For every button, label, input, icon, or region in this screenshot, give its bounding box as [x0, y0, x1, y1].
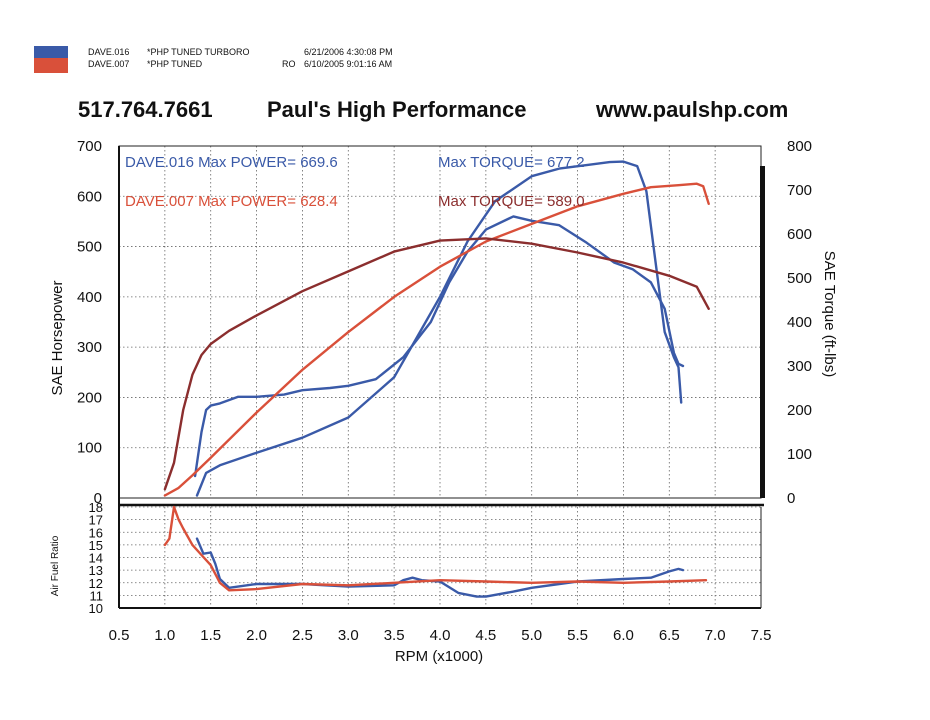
- y-tick-label-left: 200: [77, 389, 102, 406]
- x-tick-label: 3.0: [338, 627, 359, 644]
- x-tick-label: 1.5: [200, 627, 221, 644]
- x-tick-label: 6.0: [613, 627, 634, 644]
- svg-text:RO: RO: [282, 59, 296, 69]
- afr-tick-label: 17: [89, 513, 103, 528]
- dave016-torque-line: [193, 215, 685, 478]
- header-company: Paul's High Performance: [267, 97, 527, 122]
- afr-tick-label: 14: [89, 551, 103, 566]
- y-tick-label-right: 500: [787, 270, 812, 287]
- y-tick-label-left: 700: [77, 138, 102, 155]
- legend-desc-1: *PHP TUNED TURBORO: [147, 47, 250, 57]
- y-tick-label-left: 300: [77, 339, 102, 356]
- afr-tick-label: 10: [89, 601, 103, 616]
- x-tick-label: 7.5: [751, 627, 772, 644]
- afr-tick-label: 15: [89, 538, 103, 553]
- y-axis-title-right: SAE Torque (ft-lbs): [821, 251, 838, 377]
- annotation-dave007-torque: Max TORQUE= 589.0: [438, 193, 585, 210]
- afr-tick-label: 11: [90, 588, 104, 603]
- legend-suffix-2: RO: [282, 59, 296, 69]
- svg-text:DAVE.007: DAVE.007: [88, 59, 129, 69]
- y-tick-label-right: 400: [787, 314, 812, 331]
- y-tick-label-right: 700: [787, 182, 812, 199]
- x-tick-label: 2.5: [292, 627, 313, 644]
- annotation-dave007-power: DAVE.007 Max POWER= 628.4: [125, 193, 338, 210]
- afr-tick-label: 13: [89, 563, 103, 578]
- x-tick-label: 4.5: [475, 627, 496, 644]
- x-tick-label: 5.0: [521, 627, 542, 644]
- legend-run-2: DAVE.007: [88, 59, 129, 69]
- annotation-dave016-power: DAVE.016 Max POWER= 669.6: [125, 154, 338, 171]
- annotation-dave016-torque: Max TORQUE= 677.2: [438, 154, 585, 171]
- dave007-torque-line: [163, 237, 710, 491]
- svg-text:DAVE.016: DAVE.016: [88, 47, 129, 57]
- svg-text:*PHP TUNED TURBORO: *PHP TUNED TURBORO: [147, 47, 250, 57]
- grid-lines: [118, 145, 762, 609]
- legend-swatch-red: [34, 58, 68, 73]
- afr-tick-label: 16: [89, 525, 103, 540]
- y-tick-label-right: 300: [787, 358, 812, 375]
- y-tick-label-left: 600: [77, 188, 102, 205]
- svg-text:*PHP TUNED: *PHP TUNED: [147, 59, 203, 69]
- dave007-power-line: [163, 182, 710, 497]
- right-axis-bar: [760, 166, 765, 498]
- y-tick-label-left: 0: [94, 490, 102, 507]
- legend-date-2: 6/10/2005 9:01:16 AM: [304, 59, 392, 69]
- y-tick-label-right: 0: [787, 490, 795, 507]
- x-tick-label: 5.5: [567, 627, 588, 644]
- x-axis-title: RPM (x1000): [395, 648, 483, 665]
- legend-desc-2: *PHP TUNED: [147, 59, 203, 69]
- legend-date-1: 6/21/2006 4:30:08 PM: [304, 47, 393, 57]
- svg-text:6/10/2005 9:01:16 AM: 6/10/2005 9:01:16 AM: [304, 59, 392, 69]
- header-website: www.paulshp.com: [595, 97, 788, 122]
- y-axis-title-left: SAE Horsepower: [49, 280, 66, 395]
- dave007-afr-line: [163, 505, 708, 592]
- x-tick-label: 0.5: [109, 627, 130, 644]
- svg-text:6/21/2006 4:30:08 PM: 6/21/2006 4:30:08 PM: [304, 47, 393, 57]
- y-tick-label-right: 200: [787, 402, 812, 419]
- y-tick-label-left: 100: [77, 440, 102, 457]
- x-tick-label: 3.5: [384, 627, 405, 644]
- x-tick-label: 7.0: [705, 627, 726, 644]
- x-tick-label: 2.0: [246, 627, 267, 644]
- x-tick-label: 1.0: [154, 627, 175, 644]
- y-tick-label-right: 600: [787, 226, 812, 243]
- afr-axis-title: Air Fuel Ratio: [50, 535, 61, 596]
- y-tick-label-left: 400: [77, 289, 102, 306]
- legend-run-1: DAVE.016: [88, 47, 129, 57]
- y-tick-label-right: 800: [787, 138, 812, 155]
- afr-tick-label: 18: [89, 500, 103, 515]
- series-lines: [163, 160, 710, 598]
- y-tick-label-left: 500: [77, 239, 102, 256]
- x-tick-label: 6.5: [659, 627, 680, 644]
- header-phone: 517.764.7661: [78, 97, 213, 122]
- axis-ticks: 0 100 200 300 400 500 600 700 0 100 200 300 400 500 60…: [77, 138, 812, 644]
- y-tick-label-right: 100: [787, 446, 812, 463]
- afr-tick-label: 12: [89, 576, 103, 591]
- legend-swatch-blue: [34, 46, 68, 58]
- chart-frame: [118, 145, 765, 609]
- x-tick-label: 4.0: [430, 627, 451, 644]
- dave016-power-line: [195, 160, 683, 497]
